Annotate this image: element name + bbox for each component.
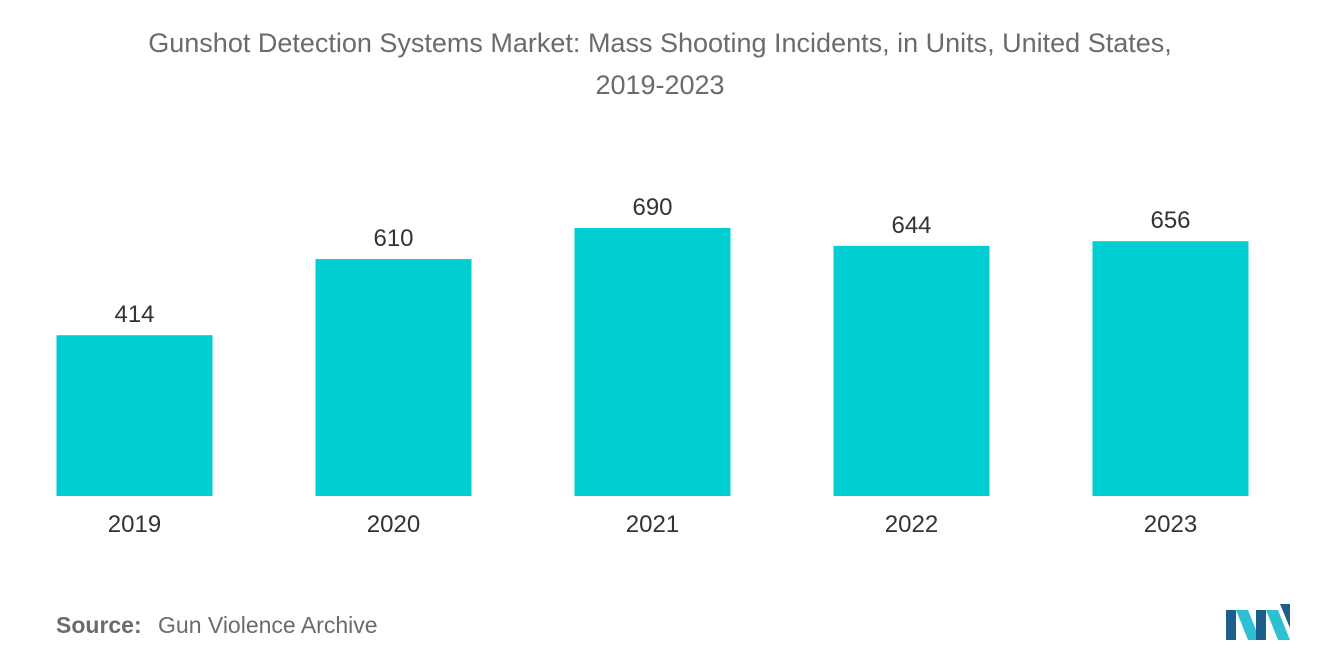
- chart-title-line-1: Gunshot Detection Systems Market: Mass S…: [148, 28, 1172, 58]
- x-tick-label-2023: 2023: [1144, 511, 1197, 538]
- source-note: Source: Gun Violence Archive: [56, 612, 378, 639]
- x-tick-label-2022: 2022: [885, 511, 938, 538]
- source-label: Source:: [56, 612, 142, 638]
- source-text: Gun Violence Archive: [158, 612, 378, 638]
- chart-title: Gunshot Detection Systems Market: Mass S…: [0, 22, 1320, 106]
- data-label-2020: 610: [373, 225, 413, 252]
- x-tick-label-2020: 2020: [367, 511, 420, 538]
- data-label-2022: 644: [891, 212, 931, 239]
- x-tick-label-2019: 2019: [108, 511, 161, 538]
- data-label-2021: 690: [632, 194, 672, 221]
- chart-title-line-2: 2019-2023: [595, 70, 725, 100]
- x-tick-label-2021: 2021: [626, 511, 679, 538]
- bar-2020: [315, 259, 472, 496]
- data-label-2023: 656: [1150, 207, 1190, 234]
- bar-2019: [56, 335, 213, 496]
- mordor-intelligence-logo-icon: [1226, 604, 1290, 640]
- bar-2022: [833, 245, 990, 496]
- bar-2023: [1092, 241, 1249, 496]
- bar-2021: [574, 228, 731, 496]
- data-label-2019: 414: [114, 301, 154, 328]
